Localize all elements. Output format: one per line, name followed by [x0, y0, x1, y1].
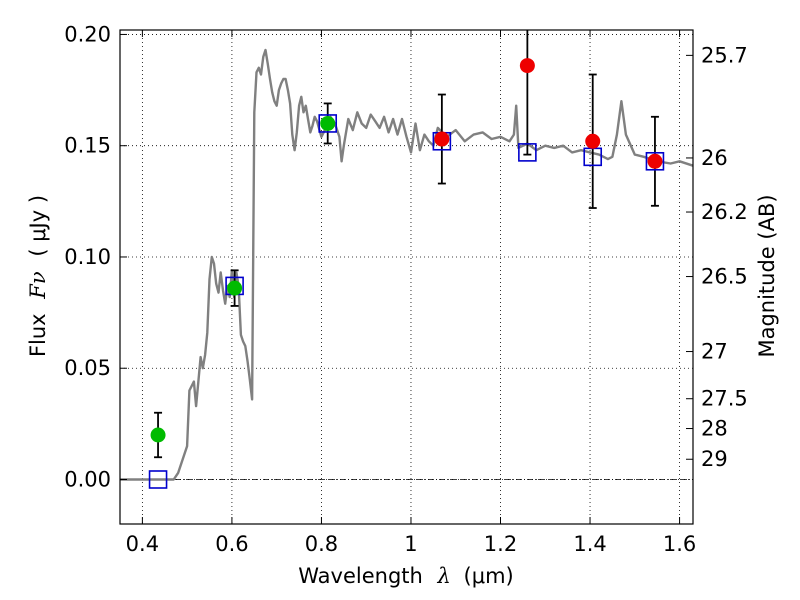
y2-tick-label: 25.7: [701, 43, 748, 67]
model-photometry-square: [148, 470, 168, 489]
model-spectrum-layer: [120, 48, 693, 481]
y-tick-label: 0.15: [64, 134, 111, 158]
infrared-data-point: [434, 131, 450, 147]
x-axis-unit: (μm): [464, 564, 514, 588]
y-tick-label: 0.05: [64, 356, 111, 380]
x-axis-title: Wavelength λ (μm): [298, 564, 513, 588]
y2-axis-title: Magnitude (AB): [755, 194, 779, 357]
y2-tick-label: 28: [701, 417, 728, 441]
x-axis-symbol: λ: [437, 564, 451, 588]
y-tick-label: 0.20: [64, 22, 111, 46]
plot-area: [120, 30, 693, 524]
x-tick-label: 0.4: [126, 532, 159, 556]
x-tick-label: 1.6: [663, 532, 696, 556]
model-spectrum-line: [120, 48, 693, 481]
x-tick-label: 0.6: [215, 532, 248, 556]
y2-tick-label: 27.5: [701, 387, 748, 411]
x-tick-label: 1: [404, 532, 417, 556]
infrared-data-point: [519, 58, 535, 74]
y2-tick-label: 26: [701, 146, 728, 170]
x-tick-label: 1.2: [484, 532, 517, 556]
y-tick-label: 0.00: [64, 467, 111, 491]
optical-data-point: [227, 280, 243, 296]
y2-tick-label: 26.2: [701, 200, 748, 224]
y-axis-symbol: Fν: [26, 271, 50, 300]
optical-data-point: [150, 427, 166, 443]
ticks-layer: 0.4 0.6 0.8 1 1.2 1.4 1.6 0.00 0.05 0.10 0.15 0.20 2…: [64, 22, 748, 556]
optical-data-point: [320, 115, 336, 131]
model-photometry-square: [645, 151, 665, 171]
infrared-data-point: [585, 133, 601, 149]
model-photometry-square: [518, 143, 537, 162]
markers-layer: [148, 58, 665, 489]
x-axis-label-text: Wavelength: [298, 564, 423, 588]
y-axis-label-text: Flux: [26, 313, 50, 357]
x-tick-label: 1.4: [573, 532, 606, 556]
infrared-data-point: [647, 153, 663, 169]
x-tick-label: 0.8: [305, 532, 338, 556]
y2-tick-label: 26.5: [701, 265, 748, 289]
y-tick-label: 0.10: [64, 245, 111, 269]
y2-tick-label: 29: [701, 447, 728, 471]
y-axis-title: Flux Fν ( μJy ): [26, 195, 50, 357]
model-photometry-square: [318, 114, 338, 133]
y-axis-unit: ( μJy ): [26, 195, 50, 257]
y2-tick-label: 27: [701, 340, 728, 364]
